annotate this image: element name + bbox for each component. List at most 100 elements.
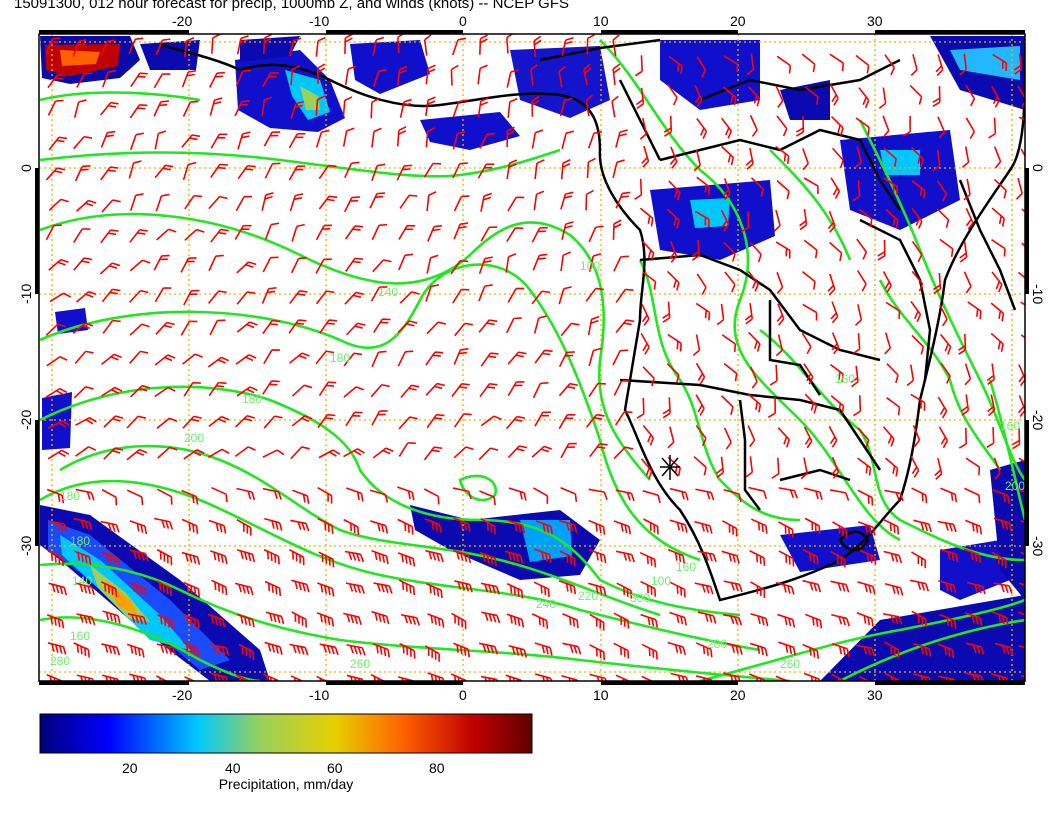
wind-barb (691, 239, 700, 261)
colorbar-label: Precipitation, mm/day (219, 776, 354, 792)
wind-barb (505, 674, 524, 681)
wind-barb (76, 613, 96, 626)
wind-barb (426, 254, 439, 274)
wind-barb (318, 551, 335, 568)
wind-barb (615, 288, 634, 303)
lat-ticks-left: 0 -10 -20 -30 (18, 164, 34, 556)
wind-barb (479, 383, 498, 398)
wind-barb (129, 193, 144, 211)
wind-barb (965, 672, 985, 681)
wind-barb (75, 446, 97, 457)
wind-barb (425, 127, 436, 148)
wind-barb (290, 100, 304, 120)
wind-barb (506, 317, 522, 334)
wind-barb (506, 227, 524, 242)
wind-barb (101, 288, 121, 303)
wind-barb (507, 445, 528, 459)
wind-barb (745, 456, 754, 478)
wind-barb (235, 69, 251, 87)
lon-tick-label: -20 (172, 13, 192, 29)
wind-barb (830, 395, 845, 415)
wind-barb (747, 425, 756, 448)
contour-label: 200 (1005, 479, 1025, 493)
wind-barb (182, 100, 199, 117)
wind-barb (695, 488, 715, 501)
wind-barb (453, 517, 471, 532)
contour-label: 280 (50, 654, 70, 668)
wind-barb (533, 190, 545, 211)
wind-barb (910, 393, 926, 411)
wind-barb (262, 449, 285, 458)
wind-barb (587, 315, 600, 336)
wind-barb (588, 488, 608, 500)
wind-barb (775, 145, 790, 164)
wind-barb (747, 86, 761, 107)
wind-barb (478, 642, 499, 655)
wind-barb (990, 672, 1010, 681)
wind-barb (911, 334, 925, 355)
wind-barb (991, 239, 1006, 257)
wind-barb (209, 71, 225, 88)
wind-barb (804, 517, 821, 534)
wind-barb (238, 643, 255, 660)
wind-barb (453, 195, 470, 212)
wind-barb (886, 363, 899, 384)
wind-barb (716, 303, 725, 326)
wind-barb (290, 675, 308, 681)
wind-barb (425, 351, 444, 366)
wind-barb (101, 353, 122, 366)
wind-barb (831, 642, 850, 657)
wind-barb (155, 193, 170, 212)
lon-tick-label: -10 (309, 13, 329, 29)
wind-barb (746, 53, 755, 76)
wind-barb (130, 72, 148, 87)
wind-barb (583, 63, 592, 86)
wind-barb (180, 257, 197, 273)
wind-barb (741, 211, 750, 233)
contour-label: 160 (1000, 419, 1020, 433)
wind-barb (723, 55, 739, 73)
wind-barb (1021, 208, 1025, 228)
wind-barb (993, 517, 1013, 531)
lon-tick-label: 20 (730, 687, 746, 703)
wind-barb (801, 271, 816, 290)
wind-barb (291, 415, 313, 427)
wind-barb (695, 425, 707, 447)
wind-barb (153, 73, 171, 89)
wind-barb (588, 549, 607, 564)
wind-barb (560, 322, 580, 337)
wind-barb (799, 208, 808, 231)
wind-barb (477, 163, 495, 179)
wind-barb (318, 164, 337, 180)
wind-barb (45, 323, 66, 336)
wind-barb (692, 334, 701, 357)
wind-barb (45, 37, 61, 55)
wind-barb (588, 225, 604, 243)
wind-barb (830, 580, 850, 593)
wind-barb (183, 37, 195, 57)
wind-barb (423, 162, 442, 178)
wind-barb (937, 116, 946, 139)
wind-barb (558, 579, 577, 595)
wind-barb (371, 610, 390, 625)
wind-barb (290, 65, 301, 86)
wind-barb (613, 379, 630, 396)
wind-barb (616, 582, 633, 599)
wind-barb (589, 673, 609, 681)
wind-barb (695, 394, 705, 416)
wind-barb (641, 303, 650, 326)
wind-barb (453, 222, 469, 240)
wind-barb (558, 65, 566, 88)
wind-barb (961, 146, 970, 169)
wind-barb (613, 642, 630, 659)
contour-label: 140 (378, 285, 398, 299)
wind-barb (586, 157, 596, 179)
wind-barb (965, 84, 976, 107)
wind-barb (828, 425, 838, 448)
wind-barb (938, 426, 949, 449)
wind-barb (155, 38, 171, 56)
wind-barb (694, 582, 714, 595)
wind-barb (182, 353, 203, 365)
wind-barb (748, 486, 768, 500)
wind-barb (909, 84, 923, 105)
